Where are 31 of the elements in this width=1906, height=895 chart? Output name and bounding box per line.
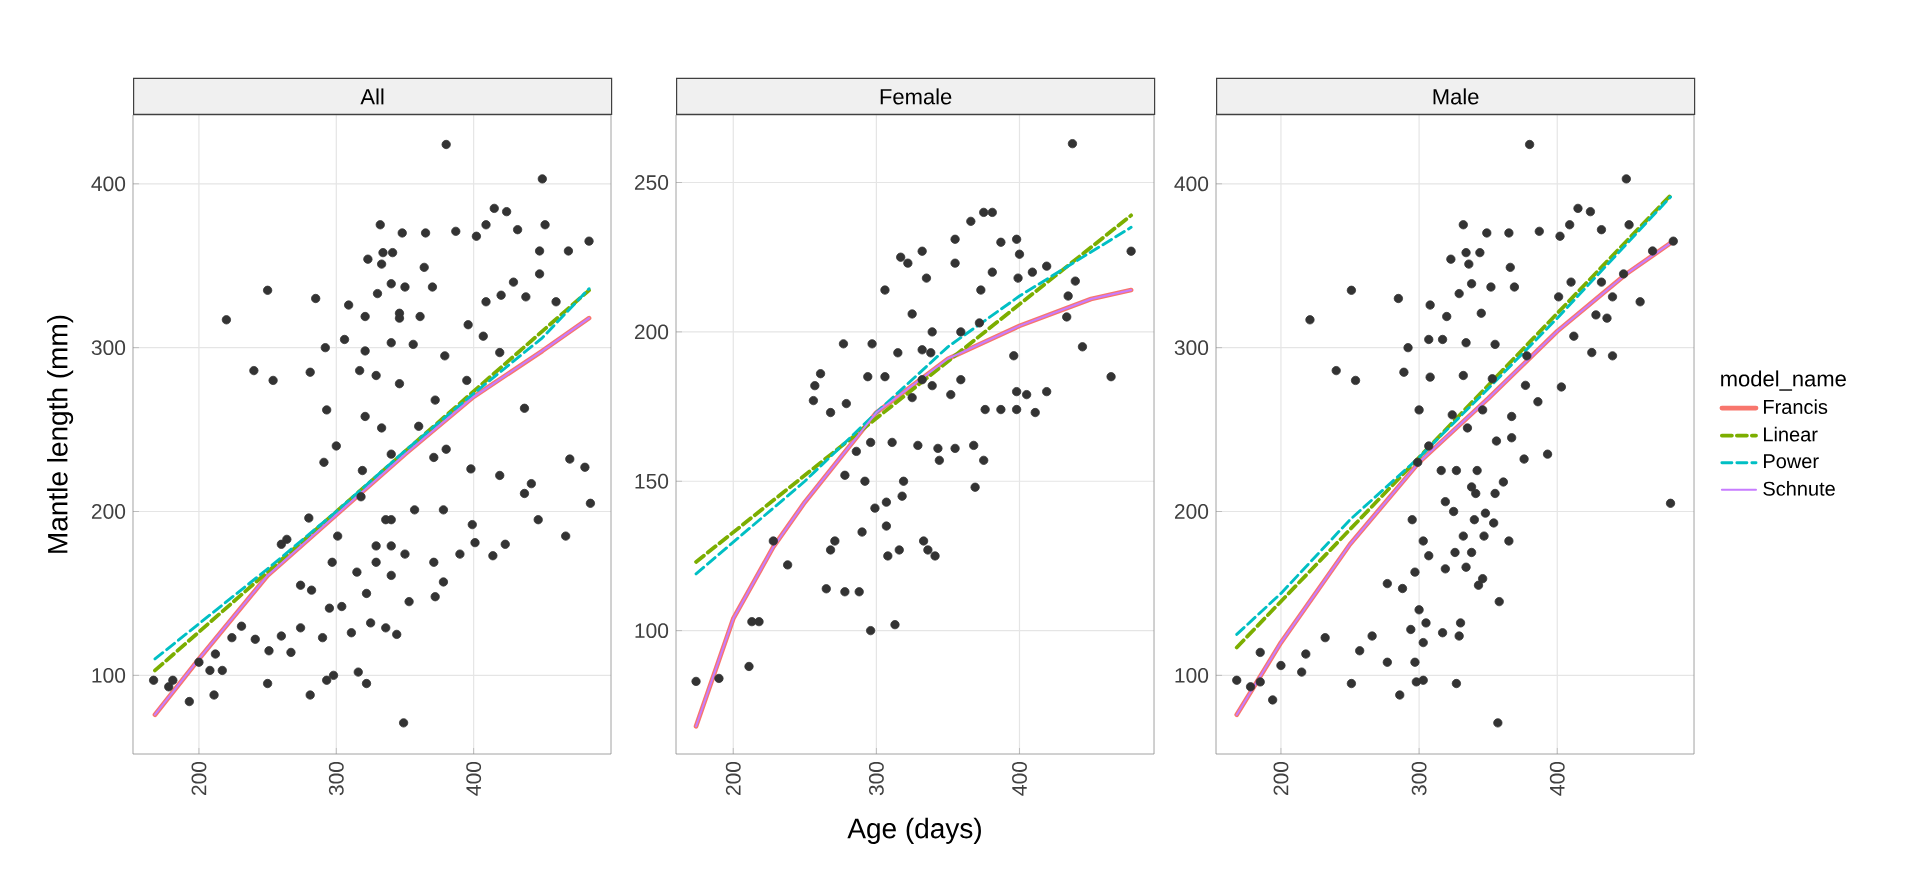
y-tick-label: 200	[1174, 504, 1209, 519]
x-tick-label: 200	[191, 761, 207, 796]
legend-label: Power	[1764, 454, 1819, 469]
legend-label: Linear	[1764, 426, 1818, 442]
y-axis-title: Mantle length (mm)	[47, 315, 74, 553]
x-tick-label: 200	[1273, 761, 1289, 796]
x-tick-label: 300	[1411, 761, 1427, 796]
x-axis-title: Age (days)	[847, 817, 981, 844]
y-tick-label: 150	[635, 473, 669, 489]
x-tick-label: 200	[725, 761, 741, 796]
x-tick-label: 400	[1012, 761, 1027, 796]
y-tick-label: 300	[91, 340, 126, 356]
y-tick-label: 400	[1174, 176, 1209, 192]
y-tick-label: 300	[1174, 340, 1209, 356]
chart-title: Male	[1433, 88, 1479, 105]
chart-title: All	[360, 88, 384, 105]
y-tick-label: 200	[634, 324, 669, 340]
y-tick-label: 100	[92, 667, 126, 683]
y-tick-label: 400	[91, 176, 126, 192]
y-tick-label: 250	[634, 175, 669, 190]
x-tick-label: 300	[868, 761, 884, 796]
x-tick-label: 400	[466, 761, 482, 796]
y-tick-label: 100	[635, 623, 669, 639]
legend-label: Schnute	[1763, 481, 1835, 496]
x-tick-label: 400	[1549, 761, 1565, 796]
chart-title: Female	[880, 88, 952, 105]
x-tick-label: 300	[328, 761, 344, 796]
y-tick-label: 100	[1175, 667, 1209, 683]
legend-label: Francis	[1764, 399, 1828, 415]
legend-title: model_name	[1721, 370, 1846, 391]
y-tick-label: 200	[91, 504, 126, 519]
